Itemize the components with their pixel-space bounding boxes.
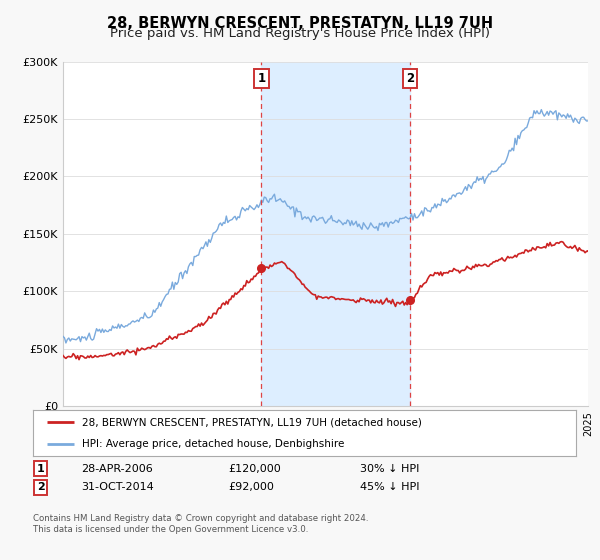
- Text: 2: 2: [37, 482, 44, 492]
- Text: 45% ↓ HPI: 45% ↓ HPI: [360, 482, 419, 492]
- Text: £92,000: £92,000: [228, 482, 274, 492]
- Text: Price paid vs. HM Land Registry's House Price Index (HPI): Price paid vs. HM Land Registry's House …: [110, 27, 490, 40]
- Text: This data is licensed under the Open Government Licence v3.0.: This data is licensed under the Open Gov…: [33, 525, 308, 534]
- Text: 31-OCT-2014: 31-OCT-2014: [81, 482, 154, 492]
- Text: 28, BERWYN CRESCENT, PRESTATYN, LL19 7UH: 28, BERWYN CRESCENT, PRESTATYN, LL19 7UH: [107, 16, 493, 31]
- Text: HPI: Average price, detached house, Denbighshire: HPI: Average price, detached house, Denb…: [82, 440, 344, 450]
- Text: 1: 1: [37, 464, 44, 474]
- Text: 2: 2: [406, 72, 414, 85]
- Text: 28, BERWYN CRESCENT, PRESTATYN, LL19 7UH (detached house): 28, BERWYN CRESCENT, PRESTATYN, LL19 7UH…: [82, 417, 422, 427]
- Text: 28-APR-2006: 28-APR-2006: [81, 464, 153, 474]
- Text: Contains HM Land Registry data © Crown copyright and database right 2024.: Contains HM Land Registry data © Crown c…: [33, 514, 368, 523]
- Text: £120,000: £120,000: [228, 464, 281, 474]
- Text: 30% ↓ HPI: 30% ↓ HPI: [360, 464, 419, 474]
- Text: 1: 1: [257, 72, 265, 85]
- Bar: [261, 62, 410, 406]
